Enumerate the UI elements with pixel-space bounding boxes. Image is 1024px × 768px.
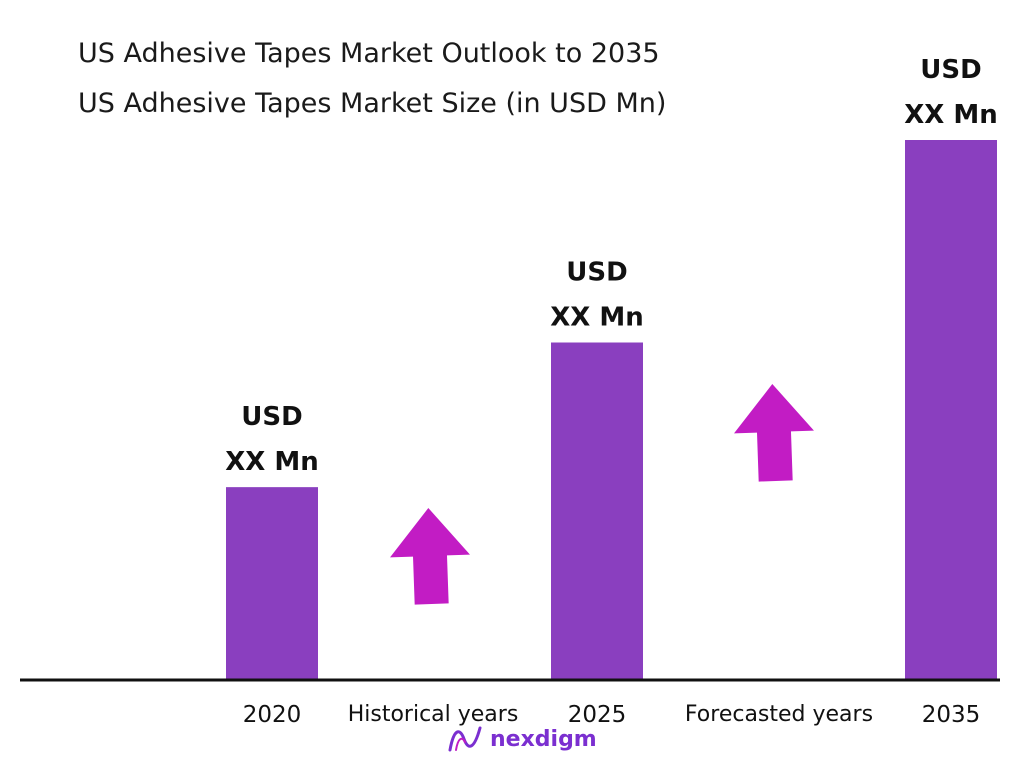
growth-arrow-icon [734, 384, 814, 482]
bar-value-label: XX Mn [225, 447, 319, 477]
bar-2020 [226, 487, 318, 680]
bar-2035 [905, 140, 997, 680]
bar-value-label: XX Mn [904, 100, 998, 130]
growth-arrow-icon [390, 508, 470, 605]
period-label: Forecasted years [685, 702, 873, 727]
bar-value-label: USD [566, 258, 627, 288]
x-tick-label: 2025 [568, 702, 627, 728]
bar-value-label: XX Mn [550, 303, 644, 333]
period-label: Historical years [348, 702, 519, 727]
x-tick-label: 2020 [243, 702, 302, 728]
bar-value-label: USD [241, 402, 302, 432]
x-tick-label: 2035 [922, 702, 981, 728]
nexdigm-logo-icon [448, 726, 482, 752]
brand-logo: nexdigm [446, 724, 597, 754]
chart-title: US Adhesive Tapes Market Outlook to 2035 [78, 38, 660, 69]
bar-value-label: USD [920, 55, 981, 85]
chart-subtitle: US Adhesive Tapes Market Size (in USD Mn… [78, 88, 667, 119]
brand-name: nexdigm [490, 726, 597, 752]
bar-2025 [551, 342, 643, 680]
